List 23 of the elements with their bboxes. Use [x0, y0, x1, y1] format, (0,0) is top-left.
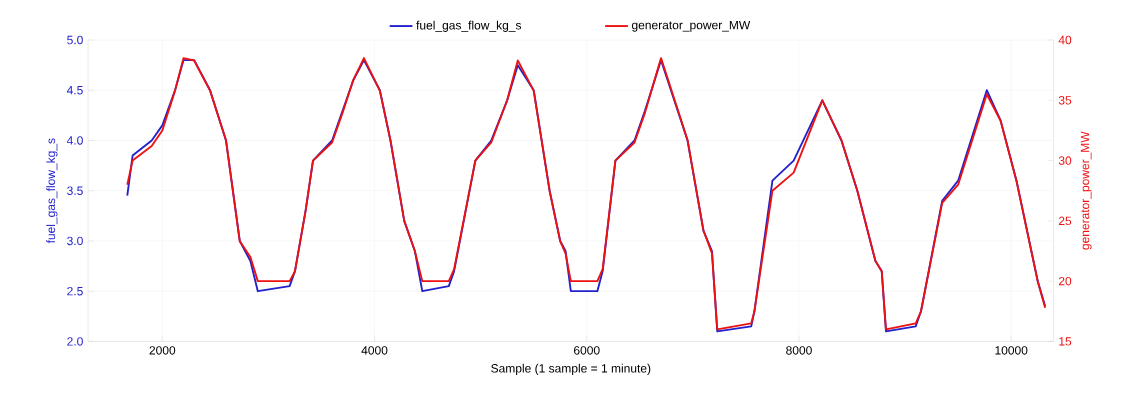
- legend-label: generator_power_MW: [631, 20, 751, 32]
- y-tick-label: 5.0: [67, 35, 83, 45]
- y-tick-label: 2.5: [67, 286, 83, 296]
- y-tick-label: 2.0: [67, 336, 83, 346]
- y2-tick-label: 35: [1058, 95, 1072, 105]
- legend-label: fuel_gas_flow_kg_s: [416, 20, 522, 32]
- y2-tick-label: 15: [1059, 337, 1072, 346]
- y-tick-label: 3.5: [67, 186, 83, 195]
- x-axis-title: Sample (1 sample = 1 minute): [491, 363, 651, 375]
- y2-tick-label: 25: [1058, 216, 1072, 225]
- y-axis-title: fuel_gas_flow_kg_s: [46, 138, 58, 244]
- y-tick-label: 4.0: [66, 136, 83, 145]
- y2-tick-label: 20: [1058, 276, 1072, 286]
- y-tick-label: 4.5: [66, 85, 83, 95]
- y2-axis-title: generator_power_MW: [1080, 131, 1092, 250]
- y2-tick-label: 30: [1058, 156, 1072, 165]
- x-tick-label: 6000: [574, 345, 600, 355]
- x-tick-label: 2000: [149, 345, 176, 355]
- x-tick-label: 10000: [995, 345, 1028, 355]
- y2-tick-label: 40: [1058, 35, 1072, 45]
- x-tick-label: 4000: [361, 345, 388, 355]
- y-tick-label: 3.0: [67, 236, 83, 245]
- x-tick-label: 8000: [786, 345, 812, 355]
